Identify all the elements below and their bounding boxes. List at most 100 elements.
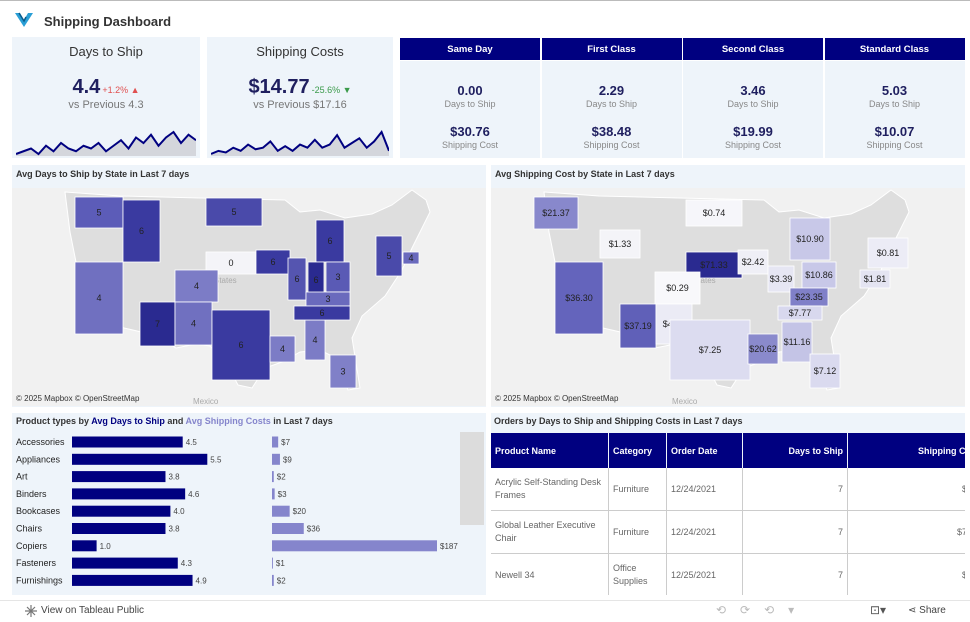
bar-value-label: $36 bbox=[307, 525, 321, 534]
chart-title-part: and bbox=[164, 416, 186, 426]
map-background-label: Mexico bbox=[672, 397, 698, 406]
chart-title-part: in Last 7 days bbox=[270, 416, 333, 426]
device-icon[interactable]: ⊡▾ bbox=[870, 603, 887, 617]
view-on-tableau-link[interactable]: View on Tableau Public bbox=[41, 605, 145, 616]
ship-mode-cost-label: Shipping Cost bbox=[724, 140, 782, 150]
state-label: 4 bbox=[194, 281, 199, 291]
state-label: 3 bbox=[335, 272, 340, 282]
kpi-value-row: 4.4 +1.2% ▲ bbox=[12, 76, 200, 99]
state-region bbox=[74, 196, 124, 229]
table-header-cell: Shipping Costs bbox=[848, 433, 965, 468]
ship-mode-cost: $38.48 bbox=[591, 124, 632, 139]
state-region bbox=[777, 305, 823, 321]
table-cell: $ bbox=[848, 554, 965, 595]
state-label: $10.90 bbox=[796, 234, 824, 244]
map-background-label: Mexico bbox=[193, 397, 219, 406]
state-label: 6 bbox=[327, 236, 332, 246]
state-region bbox=[255, 249, 291, 275]
map: States Mexico $21.37 $0.74 $1.33 $71.33 $2.42 $… bbox=[491, 188, 965, 406]
chart-title-part: Avg Days to Ship bbox=[91, 416, 165, 426]
state-label: 7 bbox=[155, 319, 160, 329]
state-label: 4 bbox=[312, 335, 317, 345]
bar bbox=[72, 436, 183, 448]
state-label: 3 bbox=[325, 294, 330, 304]
state-region bbox=[781, 321, 813, 363]
ship-mode-cell bbox=[541, 61, 682, 158]
state-region bbox=[211, 309, 271, 381]
state-label: $20.62 bbox=[749, 344, 777, 354]
category-label: Fasteners bbox=[16, 558, 57, 568]
state-label: 4 bbox=[191, 319, 196, 329]
state-label: 5 bbox=[386, 251, 391, 261]
table-cell: 12/25/2021 bbox=[667, 554, 743, 595]
state-region bbox=[859, 269, 891, 289]
state-label: $1.33 bbox=[609, 239, 632, 249]
kpi-value: 4.4 bbox=[72, 76, 101, 98]
bar bbox=[272, 557, 273, 569]
ship-mode-days: 5.03 bbox=[881, 83, 908, 98]
state-region bbox=[293, 305, 351, 321]
bar-value-label: 3.8 bbox=[168, 473, 180, 482]
state-label: 6 bbox=[139, 226, 144, 236]
kpi-change: +1.2% ▲ bbox=[102, 85, 140, 95]
state-label: $37.19 bbox=[624, 321, 652, 331]
map-title: Avg Shipping Cost by State in Last 7 day… bbox=[495, 169, 675, 179]
state-region bbox=[269, 335, 296, 363]
bar bbox=[72, 574, 193, 586]
top-border bbox=[0, 0, 970, 1]
state-label: 6 bbox=[319, 308, 324, 318]
state-region bbox=[789, 217, 831, 261]
table-cell: Acrylic Self-Standing Desk Frames bbox=[491, 468, 609, 511]
category-label: Chairs bbox=[16, 524, 43, 534]
table-cell: Newell 34 bbox=[491, 554, 609, 595]
bar-value-label: $3 bbox=[278, 490, 287, 499]
tableau-icon bbox=[25, 605, 37, 617]
bar-value-label: $7 bbox=[281, 438, 290, 447]
state-region bbox=[375, 235, 403, 277]
bar bbox=[272, 453, 280, 465]
state-region bbox=[619, 303, 657, 349]
bar bbox=[72, 505, 171, 517]
table-cell: $7 bbox=[848, 511, 965, 554]
bar-value-label: $1 bbox=[276, 559, 285, 568]
table-cell: Furniture bbox=[609, 511, 667, 554]
ship-mode-days-label: Days to Ship bbox=[585, 99, 638, 109]
bar-value-label: 1.0 bbox=[100, 542, 112, 551]
ship-mode-header: Second Class bbox=[683, 38, 823, 60]
state-region bbox=[174, 301, 213, 346]
bar bbox=[272, 436, 279, 448]
ship-mode-cost-label: Shipping Cost bbox=[866, 140, 923, 150]
table-title: Orders by Days to Ship and Shipping Cost… bbox=[494, 416, 743, 426]
map-background-label: States bbox=[693, 276, 716, 285]
bar-value-label: 4.9 bbox=[196, 576, 208, 585]
sparkline-line bbox=[16, 130, 196, 156]
state-region bbox=[315, 219, 345, 263]
state-label: $7.77 bbox=[789, 308, 812, 318]
map-attribution: © 2025 Mapbox © OpenStreetMap bbox=[495, 394, 619, 403]
state-region bbox=[325, 261, 351, 293]
state-label: 3 bbox=[340, 367, 345, 377]
table-cell: 7 bbox=[743, 468, 848, 511]
state-region bbox=[654, 271, 701, 305]
ship-mode-days: 2.29 bbox=[598, 83, 625, 98]
sparkline-line bbox=[211, 130, 389, 155]
ship-mode-days-label: Days to Ship bbox=[868, 99, 921, 109]
table-cell: Furniture bbox=[609, 468, 667, 511]
chart-title-part: Avg Shipping Costs bbox=[185, 416, 271, 426]
state-region bbox=[287, 257, 307, 301]
state-region bbox=[402, 251, 420, 265]
state-label: $10.86 bbox=[805, 270, 833, 280]
ship-mode-cost: $10.07 bbox=[874, 124, 915, 139]
history-controls[interactable]: ⟲⟳⟲▾ bbox=[716, 603, 809, 617]
bar bbox=[272, 488, 275, 500]
state-region bbox=[669, 319, 751, 381]
state-region bbox=[747, 333, 779, 365]
share-button[interactable]: ⋖ Share bbox=[908, 605, 946, 616]
kpi-card bbox=[207, 37, 393, 158]
table-header-cell: Category bbox=[609, 433, 666, 468]
table-cell: $ bbox=[848, 468, 965, 511]
bar-value-label: $2 bbox=[277, 473, 286, 482]
kpi-title: Shipping Costs bbox=[256, 44, 344, 59]
state-label: 6 bbox=[238, 340, 243, 350]
state-label: $11.16 bbox=[784, 337, 811, 347]
